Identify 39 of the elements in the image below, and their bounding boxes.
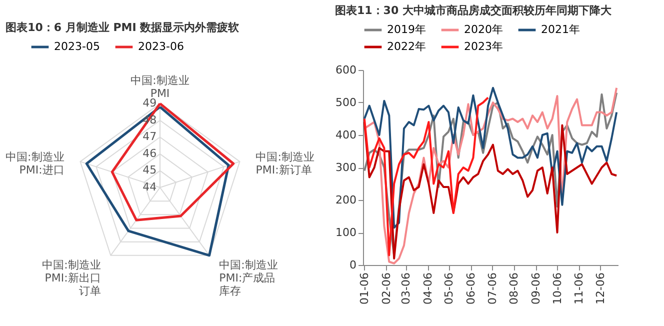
spoke-label: 中国:制造业PMI:新订单 xyxy=(256,150,314,177)
y-tick-label: 46 xyxy=(142,146,157,160)
x-tick-label: 10-06 xyxy=(550,272,564,304)
x-tick-label: 06-06 xyxy=(464,272,478,304)
legend-label: 2023-05 xyxy=(54,40,100,53)
y-tick-label: 0 xyxy=(350,258,356,272)
y-tick-label: 500 xyxy=(336,96,356,109)
y-tick-label: 600 xyxy=(336,64,356,76)
x-tick-label: 12-06 xyxy=(594,272,607,304)
line-series xyxy=(363,96,490,256)
line-series xyxy=(363,86,618,229)
y-tick-label: 47 xyxy=(142,130,157,144)
line-series xyxy=(363,121,618,260)
y-tick-label: 200 xyxy=(336,194,356,206)
y-tick-label: 44 xyxy=(142,180,157,194)
legend-label: 2023年 xyxy=(464,40,503,53)
spoke-label: 中国:制造业PMI:新出口订单 xyxy=(42,258,101,298)
y-tick-label: 400 xyxy=(336,128,356,142)
chart-title: 图表11：30 大中城市商品房成交面积较历年同期下降大 xyxy=(335,4,612,17)
legend-label: 2020年 xyxy=(464,23,503,36)
x-tick-label: 09-06 xyxy=(530,272,543,304)
x-tick-label: 11-06 xyxy=(572,272,586,304)
legend-label: 2019年 xyxy=(387,23,426,36)
y-tick-label: 45 xyxy=(142,164,157,177)
legend-label: 2023-06 xyxy=(138,40,184,53)
spoke-label: 中国:制造业PMI:产成品库存 xyxy=(219,258,278,298)
legend-label: 2021年 xyxy=(541,23,580,36)
legend-label: 2022年 xyxy=(387,40,426,53)
y-tick-label: 100 xyxy=(336,226,356,239)
x-tick-label: 05-06 xyxy=(442,272,456,304)
x-tick-label: 01-06 xyxy=(358,272,371,304)
x-tick-label: 07-06 xyxy=(486,272,499,304)
y-tick-label: 300 xyxy=(336,161,356,174)
x-tick-label: 02-06 xyxy=(380,272,393,304)
x-tick-label: 03-06 xyxy=(400,272,413,304)
x-tick-label: 08-06 xyxy=(508,272,521,304)
chart-title: 图表10：6 月制造业 PMI 数据显示内外需疲软 xyxy=(6,21,240,34)
spoke-label: 中国:制造业PMI:进口 xyxy=(6,150,64,177)
x-tick-label: 04-06 xyxy=(421,272,434,304)
